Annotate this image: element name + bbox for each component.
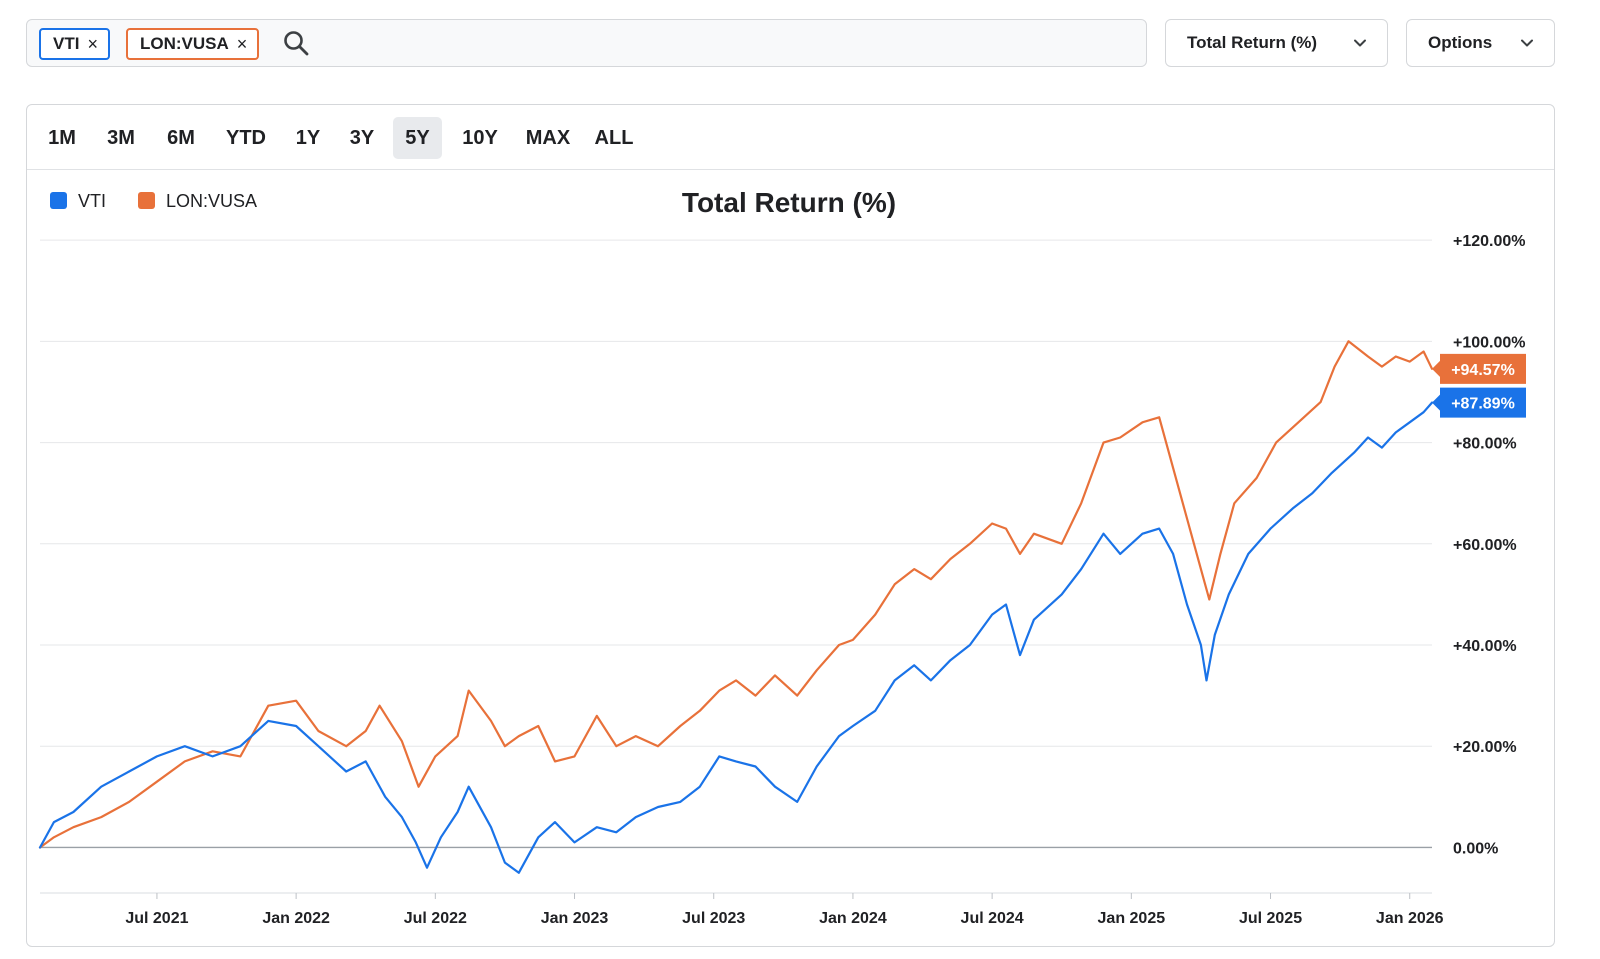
y-tick-label: +20.00% xyxy=(1453,739,1517,756)
x-tick-label: Jul 2021 xyxy=(125,910,188,927)
y-tick-label: +40.00% xyxy=(1453,638,1517,655)
legend-swatch-lon-vusa xyxy=(138,192,155,209)
series-layer xyxy=(38,340,1434,874)
y-tick-label: +120.00% xyxy=(1453,233,1526,250)
axis-layer: 0.00% +20.00% +40.00% +60.00% +80.00% +100.00… xyxy=(40,233,1526,927)
legend-item-vti[interactable]: VTI xyxy=(50,191,106,211)
series-line-vti xyxy=(38,401,1434,874)
remove-ticker-lon-vusa-icon[interactable]: × xyxy=(236,33,248,54)
badge-shape xyxy=(1432,353,1526,384)
range-button-3y[interactable]: 3Y xyxy=(349,126,375,149)
x-tick-label: Jan 2026 xyxy=(1376,910,1444,927)
legend-label-vti: VTI xyxy=(78,191,106,211)
range-button-ytd[interactable]: YTD xyxy=(226,126,266,149)
metric-dropdown[interactable]: Total Return (%) xyxy=(1165,19,1388,67)
x-tick-label: Jul 2025 xyxy=(1239,910,1302,927)
range-button-10y[interactable]: 10Y xyxy=(462,126,498,149)
range-button-all[interactable]: ALL xyxy=(594,126,634,149)
legend-label-lon-vusa: LON:VUSA xyxy=(166,191,257,211)
badge-label: +87.89% xyxy=(1451,396,1515,413)
ticker-chip-label: VTI xyxy=(53,34,80,53)
remove-ticker-vti-icon[interactable]: × xyxy=(87,33,98,54)
ticker-chip-vti[interactable]: VTI × xyxy=(39,28,110,60)
range-button-max[interactable]: MAX xyxy=(525,126,571,149)
x-tick-label: Jul 2024 xyxy=(961,910,1024,927)
ticker-chip-lon-vusa[interactable]: LON:VUSA × xyxy=(126,28,260,60)
ticker-chip-label: LON:VUSA xyxy=(140,34,229,53)
x-tick-label: Jan 2024 xyxy=(819,910,887,927)
ticker-search-bar[interactable]: VTI × LON:VUSA × xyxy=(26,19,1147,67)
legend-swatch-vti xyxy=(50,192,67,209)
x-tick-label: Jan 2022 xyxy=(262,910,330,927)
x-tick-label: Jan 2023 xyxy=(541,910,609,927)
range-button-6m[interactable]: 6M xyxy=(167,126,195,149)
search-icon[interactable] xyxy=(282,29,310,57)
y-tick-label: +80.00% xyxy=(1453,436,1517,453)
label-layer: +87.89% +94.57% xyxy=(1432,353,1526,418)
metric-dropdown-label: Total Return (%) xyxy=(1187,33,1318,52)
chart-card: 1M 3M 6M YTD 1Y 3Y 5Y 10Y MAX ALL xyxy=(26,104,1555,947)
x-tick-label: Jul 2022 xyxy=(404,910,467,927)
badge-shape xyxy=(1432,387,1526,418)
range-button-1y[interactable]: 1Y xyxy=(295,126,321,149)
chevron-down-icon xyxy=(1521,39,1533,47)
series-line-lon-vusa xyxy=(38,340,1434,849)
legend-item-lon-vusa[interactable]: LON:VUSA xyxy=(138,191,257,211)
last-value-badge-vti: +87.89% xyxy=(1432,387,1526,418)
range-button-3m[interactable]: 3M xyxy=(107,126,135,149)
last-value-badge-lon-vusa: +94.57% xyxy=(1432,353,1526,384)
chevron-down-icon xyxy=(1354,39,1366,47)
y-tick-label: +100.00% xyxy=(1453,334,1526,351)
y-tick-label: +60.00% xyxy=(1453,537,1517,554)
range-button-1m[interactable]: 1M xyxy=(48,126,76,149)
x-tick-label: Jul 2023 xyxy=(682,910,745,927)
options-dropdown[interactable]: Options xyxy=(1406,19,1555,67)
x-tick-label: Jan 2025 xyxy=(1098,910,1166,927)
range-button-5y[interactable]: 5Y xyxy=(393,117,442,159)
chart-title: Total Return (%) xyxy=(682,187,896,218)
options-dropdown-label: Options xyxy=(1428,33,1493,52)
badge-label: +94.57% xyxy=(1451,362,1515,379)
y-tick-label: 0.00% xyxy=(1453,840,1498,857)
time-range-selector: 1M 3M 6M YTD 1Y 3Y 5Y 10Y MAX ALL xyxy=(27,105,1554,170)
